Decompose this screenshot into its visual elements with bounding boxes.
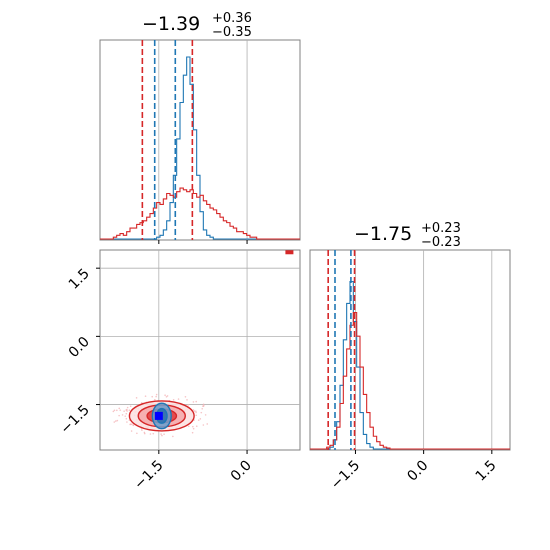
scatter-point <box>136 432 138 435</box>
scatter-point <box>195 414 198 417</box>
scatter-point <box>118 407 121 410</box>
scatter-point <box>125 417 128 420</box>
scatter-point <box>201 407 204 410</box>
scatter-point <box>166 395 169 397</box>
scatter-point <box>126 406 129 409</box>
title-upper-error: +0.36 <box>212 11 252 26</box>
scatter-point <box>144 395 147 397</box>
scatter-point <box>152 432 155 435</box>
scatter-point <box>155 395 157 398</box>
scatter-point <box>135 397 138 399</box>
scatter-point <box>126 408 128 411</box>
scatter-point <box>200 411 203 414</box>
scatter-point <box>155 393 158 396</box>
scatter-point <box>126 421 128 423</box>
scatter-point <box>177 398 180 400</box>
scatter-point <box>187 404 190 406</box>
scatter-point <box>113 409 116 412</box>
scatter-point <box>149 433 152 435</box>
y-tick-label: 1.5 <box>66 266 93 293</box>
scatter-point <box>125 412 128 415</box>
scatter-point <box>143 432 146 435</box>
scatter-point <box>197 419 200 421</box>
y-tick-label: 0.0 <box>66 334 93 361</box>
x-tick-label: 0.0 <box>228 458 255 485</box>
scatter-point <box>163 433 165 435</box>
scatter-point <box>187 425 190 428</box>
scatter-point <box>195 425 198 428</box>
scatter-point <box>164 394 166 397</box>
scatter-point <box>195 410 197 413</box>
marginal-panel-1: −1.39 +0.36 −0.35 <box>99 11 301 241</box>
joint-panel <box>99 249 301 451</box>
scatter-point <box>192 427 195 430</box>
scatter-point <box>126 410 128 412</box>
scatter-point <box>114 420 117 422</box>
scatter-point <box>204 414 207 416</box>
scatter-point <box>130 430 133 432</box>
scatter-point <box>165 395 168 398</box>
scatter-point <box>202 424 205 426</box>
scatter-point <box>124 415 127 417</box>
scatter-point <box>172 398 175 401</box>
scatter-point <box>193 410 196 412</box>
scatter-point <box>129 423 131 426</box>
scatter-point <box>192 409 195 411</box>
marginal-panel-2: −1.75 +0.23 −0.23 <box>309 221 511 451</box>
title-lower-error: −0.23 <box>421 235 461 250</box>
scatter-point <box>119 409 122 411</box>
scatter-point <box>195 400 198 403</box>
scatter-point <box>199 418 202 420</box>
scatter-point <box>172 435 174 438</box>
scatter-point <box>184 395 187 398</box>
title-value: −1.75 <box>354 223 412 245</box>
scatter-point <box>151 395 154 398</box>
scatter-point <box>123 410 125 413</box>
scatter-point <box>113 421 116 423</box>
x-tick-label: 0.0 <box>404 458 431 485</box>
scatter-point <box>132 424 134 426</box>
scatter-point <box>116 409 118 412</box>
y-tick-label: −1.5 <box>57 402 92 437</box>
scatter-point <box>121 414 124 416</box>
scatter-point <box>140 401 143 404</box>
title-lower-error: −0.35 <box>212 25 252 40</box>
highlight-marker <box>285 250 294 255</box>
x-tick-label: −1.5 <box>131 458 166 493</box>
scatter-point <box>116 419 119 422</box>
scatter-point <box>206 423 209 425</box>
title-value: −1.39 <box>142 13 200 35</box>
scatter-point <box>202 403 205 406</box>
highlight-marker <box>154 411 163 420</box>
scatter-point <box>160 433 162 435</box>
scatter-point <box>154 398 156 401</box>
scatter-point <box>129 405 132 408</box>
scatter-point <box>118 414 120 417</box>
scatter-point <box>128 409 131 411</box>
x-tick-label: −1.5 <box>328 458 363 493</box>
scatter-point <box>192 401 195 403</box>
scatter-point <box>186 399 188 401</box>
scatter-point <box>195 411 197 414</box>
scatter-point <box>112 410 115 413</box>
scatter-point <box>202 405 205 408</box>
scatter-point <box>191 431 194 434</box>
histogram-series <box>310 311 510 450</box>
x-tick-label: 1.5 <box>473 458 500 485</box>
scatter-point <box>141 429 143 431</box>
scatter-point <box>192 425 194 428</box>
scatter-point <box>161 434 163 437</box>
title-upper-error: +0.23 <box>421 221 461 236</box>
